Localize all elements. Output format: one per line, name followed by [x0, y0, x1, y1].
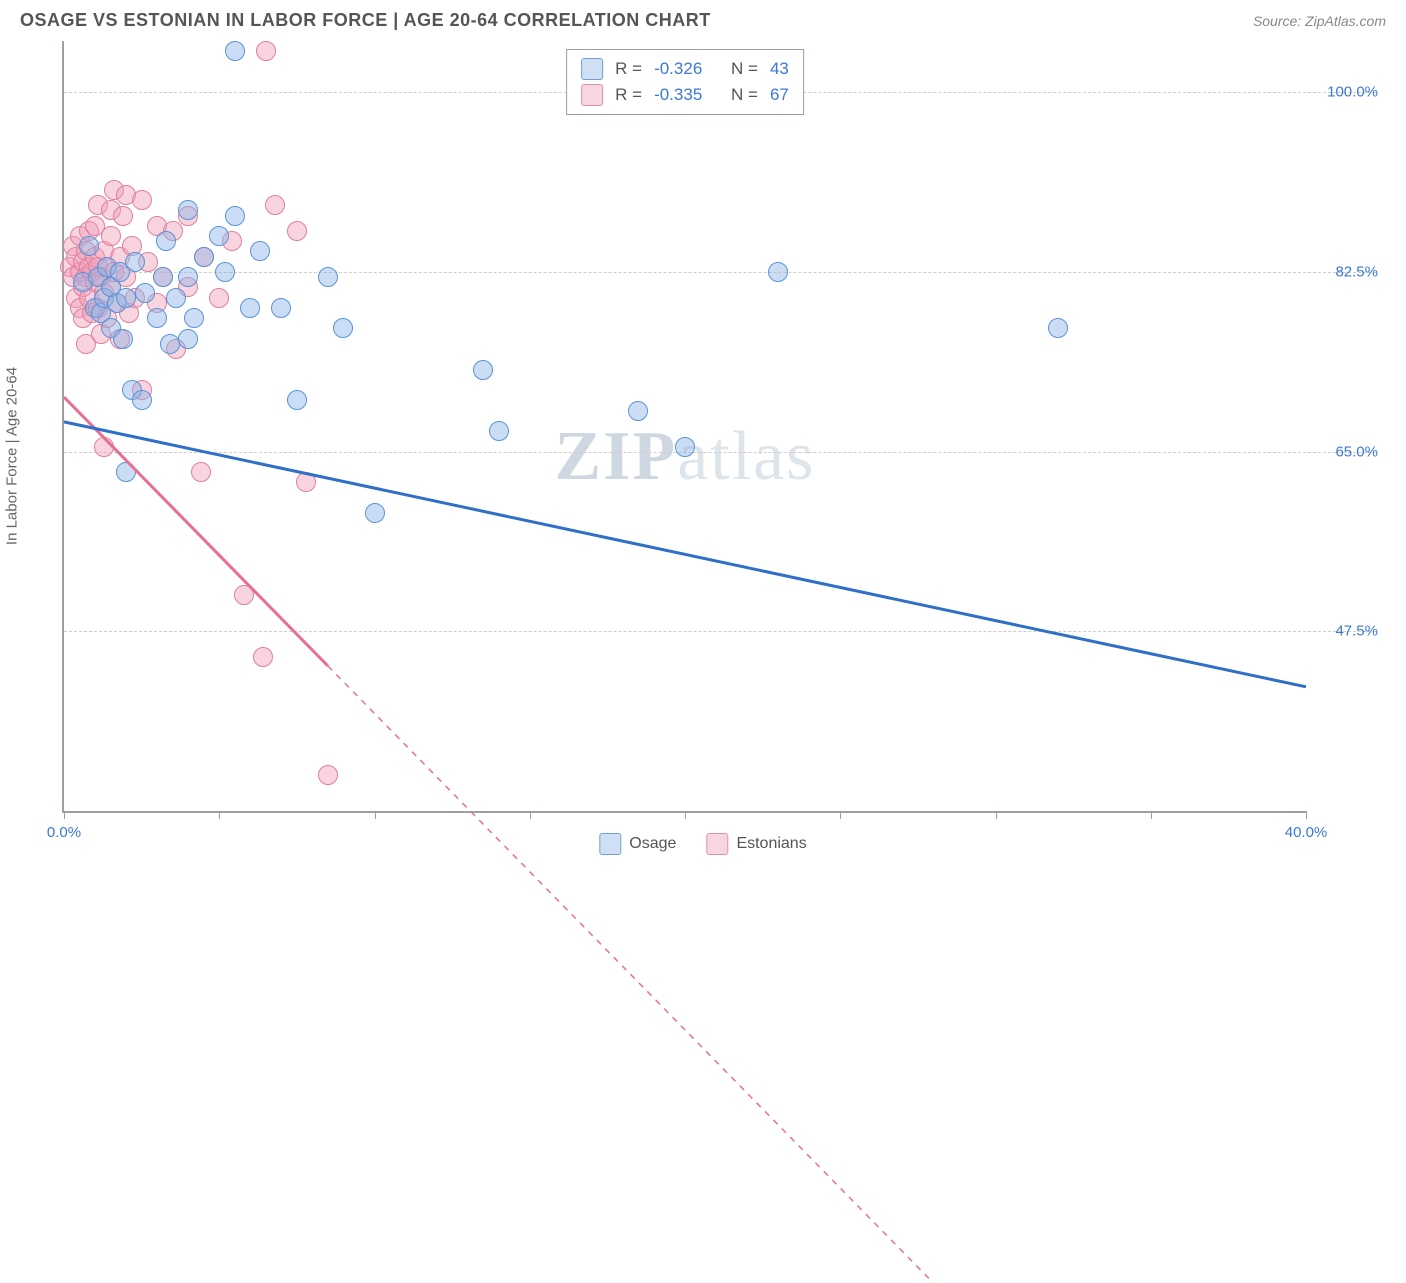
- legend-label-estonians: Estonians: [736, 835, 806, 853]
- y-axis-label: In Labor Force | Age 20-64: [4, 367, 21, 545]
- n-value-osage: 43: [770, 59, 789, 79]
- y-tick-label: 47.5%: [1335, 623, 1378, 640]
- n-value-estonians: 67: [770, 85, 789, 105]
- trend-line: [64, 422, 1306, 687]
- trend-lines: [64, 41, 1306, 1283]
- legend-swatch-osage: [599, 833, 621, 855]
- n-label: N =: [731, 59, 758, 79]
- x-tick: [996, 811, 997, 819]
- r-label: R =: [615, 85, 642, 105]
- x-tick: [685, 811, 686, 819]
- series-legend: Osage Estonians: [599, 833, 806, 855]
- legend-swatch-estonians: [706, 833, 728, 855]
- y-tick-label: 65.0%: [1335, 443, 1378, 460]
- x-tick: [219, 811, 220, 819]
- r-label: R =: [615, 59, 642, 79]
- n-label: N =: [731, 85, 758, 105]
- r-value-estonians: -0.335: [654, 85, 702, 105]
- chart-area: In Labor Force | Age 20-64 ZIPatlas 47.5…: [20, 41, 1386, 871]
- chart-title: OSAGE VS ESTONIAN IN LABOR FORCE | AGE 2…: [20, 10, 711, 31]
- x-tick: [375, 811, 376, 819]
- x-tick: [840, 811, 841, 819]
- chart-header: OSAGE VS ESTONIAN IN LABOR FORCE | AGE 2…: [0, 0, 1406, 37]
- legend-label-osage: Osage: [629, 835, 676, 853]
- swatch-estonians: [581, 84, 603, 106]
- swatch-osage: [581, 58, 603, 80]
- trend-line-dashed: [328, 666, 933, 1283]
- x-tick: [1306, 811, 1307, 819]
- plot-region: ZIPatlas 47.5%65.0%82.5%100.0% R = -0.32…: [62, 41, 1306, 813]
- corr-row-osage: R = -0.326 N = 43: [581, 56, 789, 82]
- legend-item-osage: Osage: [599, 833, 676, 855]
- x-tick: [530, 811, 531, 819]
- trend-line: [64, 397, 328, 666]
- x-tick-label: 0.0%: [47, 824, 81, 841]
- r-value-osage: -0.326: [654, 59, 702, 79]
- y-tick-label: 82.5%: [1335, 264, 1378, 281]
- x-tick: [1151, 811, 1152, 819]
- chart-source: Source: ZipAtlas.com: [1253, 13, 1386, 29]
- x-tick: [64, 811, 65, 819]
- legend-item-estonians: Estonians: [706, 833, 806, 855]
- y-tick-label: 100.0%: [1327, 84, 1378, 101]
- x-tick-label: 40.0%: [1285, 824, 1328, 841]
- corr-row-estonians: R = -0.335 N = 67: [581, 82, 789, 108]
- correlation-legend: R = -0.326 N = 43 R = -0.335 N = 67: [566, 49, 804, 115]
